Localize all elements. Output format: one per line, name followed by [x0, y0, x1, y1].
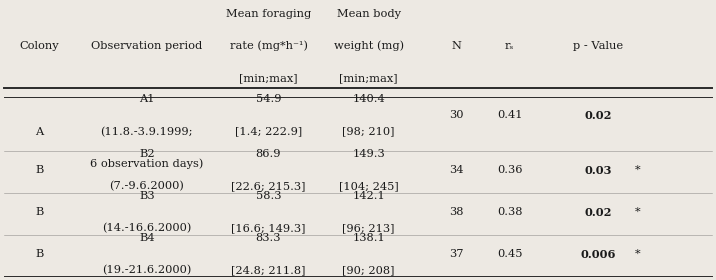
Text: 140.4: 140.4	[352, 94, 385, 104]
Text: (7.-9.6.2000): (7.-9.6.2000)	[110, 181, 184, 191]
Text: B2: B2	[139, 149, 155, 159]
Text: 0.45: 0.45	[497, 249, 523, 259]
Text: 0.41: 0.41	[497, 111, 523, 120]
Text: [90; 208]: [90; 208]	[342, 265, 395, 275]
Text: 0.38: 0.38	[497, 207, 523, 217]
Text: [min;max]: [min;max]	[339, 73, 398, 83]
Text: 0.02: 0.02	[584, 110, 611, 121]
Text: *: *	[634, 207, 640, 217]
Text: (14.-16.6.2000): (14.-16.6.2000)	[102, 223, 191, 233]
Text: B3: B3	[139, 191, 155, 201]
Text: Mean foraging: Mean foraging	[226, 9, 311, 19]
Text: rₛ: rₛ	[505, 41, 515, 51]
Text: 38: 38	[450, 207, 464, 217]
Text: (19.-21.6.2000): (19.-21.6.2000)	[102, 265, 191, 275]
Text: B: B	[35, 165, 44, 175]
Text: A: A	[35, 127, 44, 137]
Text: [16.6; 149.3]: [16.6; 149.3]	[231, 223, 306, 233]
Text: rate (mg*h⁻¹): rate (mg*h⁻¹)	[230, 41, 307, 52]
Text: [1.4; 222.9]: [1.4; 222.9]	[235, 127, 302, 137]
Text: (11.8.-3.9.1999;: (11.8.-3.9.1999;	[100, 127, 193, 137]
Text: 37: 37	[450, 249, 464, 259]
Text: Colony: Colony	[19, 41, 59, 51]
Text: 0.006: 0.006	[580, 249, 616, 260]
Text: [min;max]: [min;max]	[239, 73, 298, 83]
Text: B4: B4	[139, 233, 155, 243]
Text: 142.1: 142.1	[352, 191, 385, 201]
Text: 34: 34	[450, 165, 464, 175]
Text: 30: 30	[450, 111, 464, 120]
Text: Mean body: Mean body	[337, 9, 401, 19]
Text: weight (mg): weight (mg)	[334, 41, 404, 52]
Text: 0.36: 0.36	[497, 165, 523, 175]
Text: [96; 213]: [96; 213]	[342, 223, 395, 233]
Text: 0.03: 0.03	[584, 165, 611, 176]
Text: B: B	[35, 207, 44, 217]
Text: [24.8; 211.8]: [24.8; 211.8]	[231, 265, 306, 275]
Text: Observation period: Observation period	[91, 41, 203, 51]
Text: 138.1: 138.1	[352, 233, 385, 243]
Text: B: B	[35, 249, 44, 259]
Text: 6 observation days): 6 observation days)	[90, 158, 203, 169]
Text: A1: A1	[139, 94, 155, 104]
Text: [104; 245]: [104; 245]	[339, 181, 399, 191]
Text: *: *	[634, 165, 640, 175]
Text: N: N	[452, 41, 462, 51]
Text: [98; 210]: [98; 210]	[342, 127, 395, 137]
Text: [22.6; 215.3]: [22.6; 215.3]	[231, 181, 306, 191]
Text: 83.3: 83.3	[256, 233, 281, 243]
Text: 86.9: 86.9	[256, 149, 281, 159]
Text: 58.3: 58.3	[256, 191, 281, 201]
Text: *: *	[634, 249, 640, 259]
Text: 149.3: 149.3	[352, 149, 385, 159]
Text: 0.02: 0.02	[584, 207, 611, 218]
Text: p - Value: p - Value	[573, 41, 623, 51]
Text: 54.9: 54.9	[256, 94, 281, 104]
